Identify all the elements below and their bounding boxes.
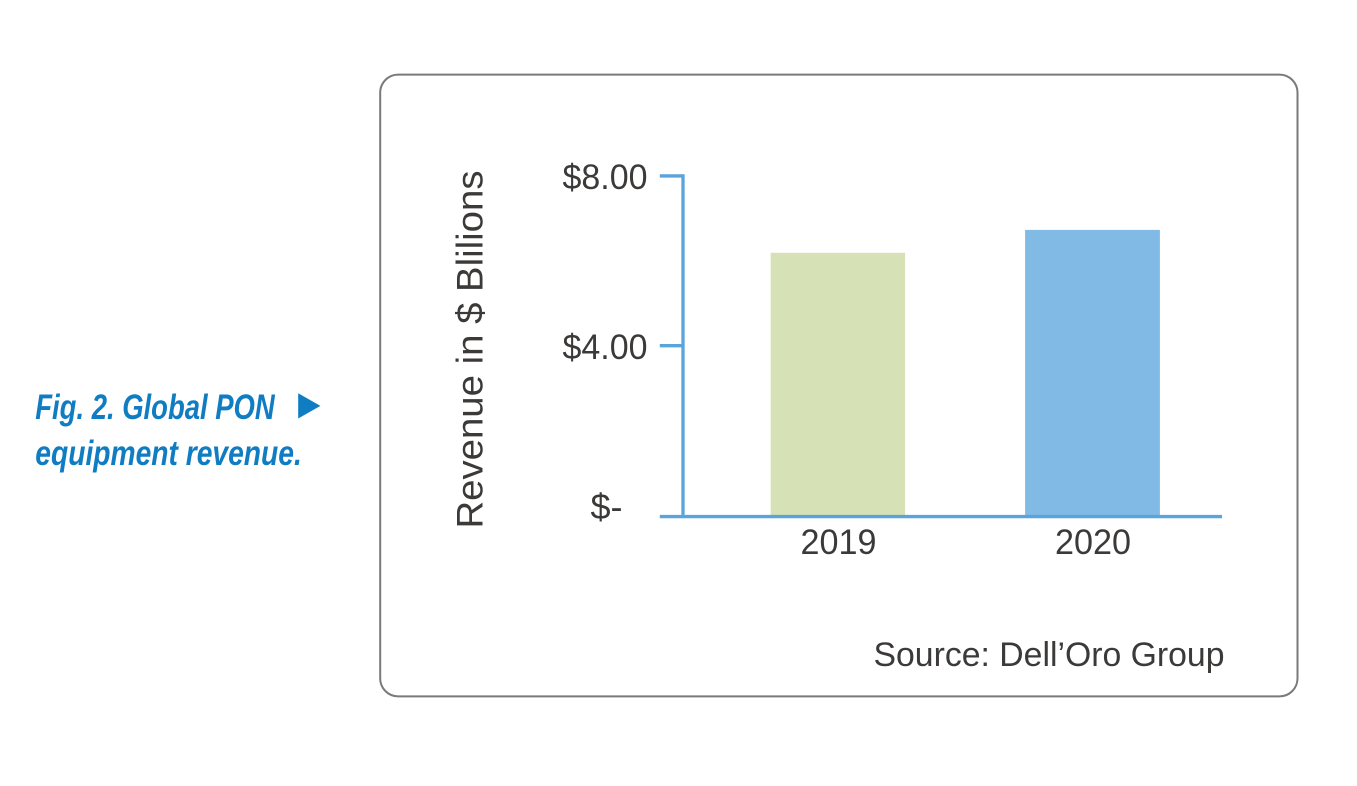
svg-text:2019: 2019 <box>801 523 877 562</box>
svg-text:Revenue in $ Blilions: Revenue in $ Blilions <box>450 171 491 529</box>
svg-text:Fig. 2. Global PON: Fig. 2. Global PON <box>35 388 275 427</box>
svg-text:$-: $- <box>591 486 623 527</box>
svg-text:$8.00: $8.00 <box>563 158 648 197</box>
svg-text:2020: 2020 <box>1055 523 1131 562</box>
svg-text:Source: Dell’Oro Group: Source: Dell’Oro Group <box>874 636 1225 674</box>
svg-text:$4.00: $4.00 <box>563 328 648 367</box>
svg-text:equipment revenue.: equipment revenue. <box>35 434 302 473</box>
